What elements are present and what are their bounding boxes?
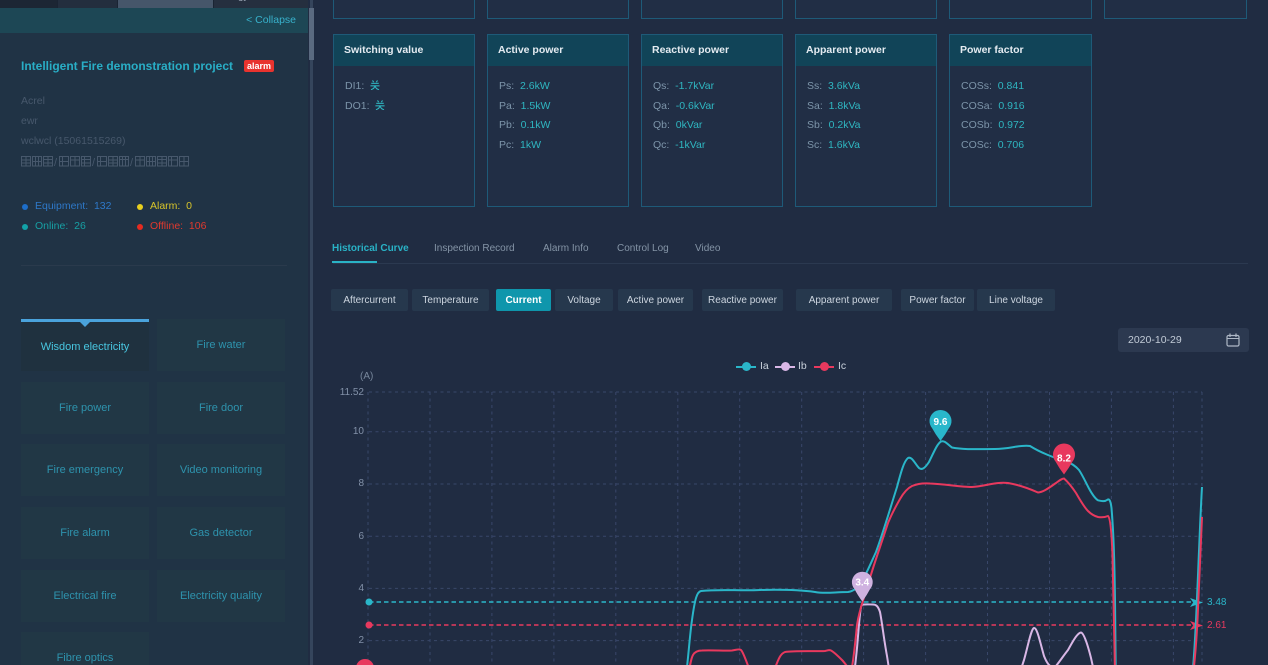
svg-text:8.2: 8.2: [1057, 454, 1071, 465]
svg-text:/: /: [54, 157, 58, 168]
svg-text:9.6: 9.6: [934, 417, 948, 428]
svg-text:3.4: 3.4: [855, 578, 869, 589]
svg-text:/: /: [92, 157, 96, 168]
svg-text:/: /: [130, 157, 134, 168]
